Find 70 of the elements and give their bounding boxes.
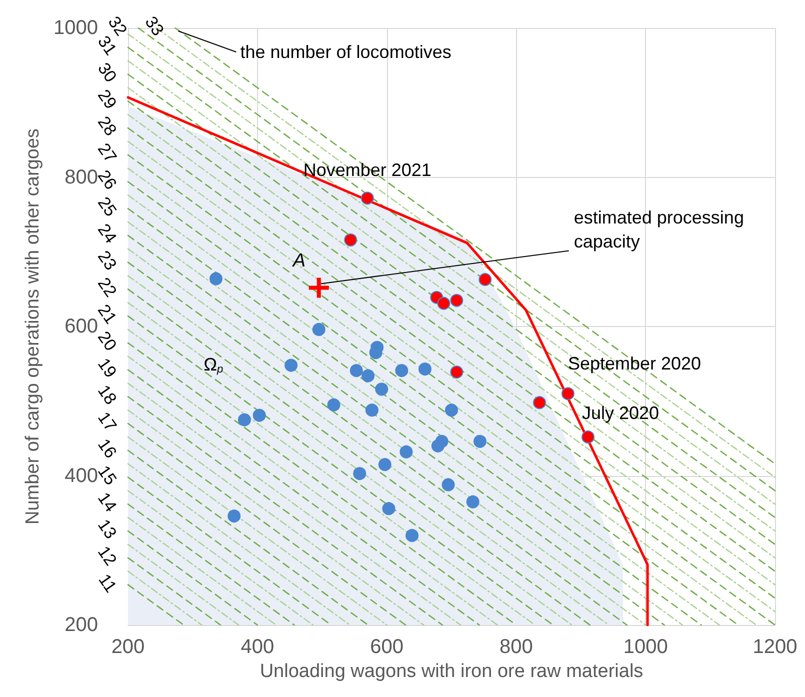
point bbox=[437, 296, 450, 310]
y-tick-label: 200 bbox=[64, 614, 98, 636]
y-tick-label: 600 bbox=[64, 316, 98, 338]
point bbox=[327, 398, 340, 412]
x-tick-label: 800 bbox=[500, 636, 533, 658]
point bbox=[238, 413, 251, 426]
point bbox=[378, 458, 392, 472]
point bbox=[284, 358, 298, 372]
point bbox=[312, 322, 326, 336]
point bbox=[360, 192, 374, 205]
annotation: September 2020 bbox=[568, 354, 702, 374]
text: 12 bbox=[94, 542, 120, 570]
point bbox=[369, 346, 382, 360]
y-axis-title: Number of cargo operations with other cargoes bbox=[22, 128, 44, 525]
x-tick-label: 1000 bbox=[623, 636, 668, 658]
point bbox=[418, 362, 432, 376]
point bbox=[365, 404, 378, 417]
text: 16 bbox=[94, 435, 120, 462]
annotation: the number of locomotives bbox=[240, 42, 452, 62]
series-label: A bbox=[292, 250, 306, 272]
y-tick-label: 800 bbox=[64, 166, 98, 188]
text: 13 bbox=[94, 516, 120, 542]
point bbox=[400, 445, 413, 458]
text: 25 bbox=[94, 194, 120, 220]
point bbox=[478, 272, 492, 286]
point bbox=[362, 369, 375, 382]
text: 30 bbox=[94, 59, 120, 86]
x-axis-title: Unloading wagons with iron ore raw materials bbox=[260, 660, 644, 682]
text: 33 bbox=[141, 12, 168, 40]
point bbox=[442, 478, 455, 492]
point bbox=[228, 510, 241, 523]
point bbox=[353, 467, 366, 480]
text: 19 bbox=[94, 354, 120, 382]
text: 24 bbox=[94, 220, 120, 247]
x-tick-label: 200 bbox=[111, 636, 145, 658]
point bbox=[210, 272, 222, 286]
point bbox=[473, 434, 486, 448]
x-tick-label: 400 bbox=[240, 636, 274, 658]
point bbox=[382, 502, 396, 516]
point bbox=[450, 294, 464, 307]
text: 14 bbox=[94, 489, 120, 516]
point bbox=[395, 364, 408, 378]
y-tick-label: 400 bbox=[64, 464, 98, 487]
text: 23 bbox=[94, 247, 120, 274]
point bbox=[344, 233, 358, 246]
x-tick-label: 600 bbox=[370, 636, 404, 658]
point bbox=[533, 396, 546, 410]
point bbox=[375, 382, 388, 396]
x-tick-label: 1200 bbox=[752, 636, 798, 658]
point bbox=[406, 528, 419, 542]
point bbox=[431, 439, 444, 452]
text: 22 bbox=[94, 274, 120, 301]
text: 11 bbox=[94, 570, 120, 596]
point bbox=[445, 404, 458, 417]
text: 17 bbox=[94, 408, 120, 435]
point bbox=[466, 495, 480, 508]
text: 28 bbox=[94, 112, 120, 140]
annotation: July 2020 bbox=[582, 402, 660, 423]
text: 27 bbox=[94, 140, 120, 166]
text: 29 bbox=[94, 86, 120, 112]
annotation: estimated processing capacity bbox=[574, 208, 749, 252]
point bbox=[350, 364, 363, 378]
point bbox=[582, 430, 595, 444]
annotation: November 2021 bbox=[303, 160, 432, 180]
point bbox=[450, 366, 464, 379]
point bbox=[561, 387, 574, 400]
point bbox=[308, 278, 329, 298]
y-tick-label: 1000 bbox=[54, 17, 98, 39]
point bbox=[252, 408, 266, 422]
text: 18 bbox=[94, 382, 120, 408]
